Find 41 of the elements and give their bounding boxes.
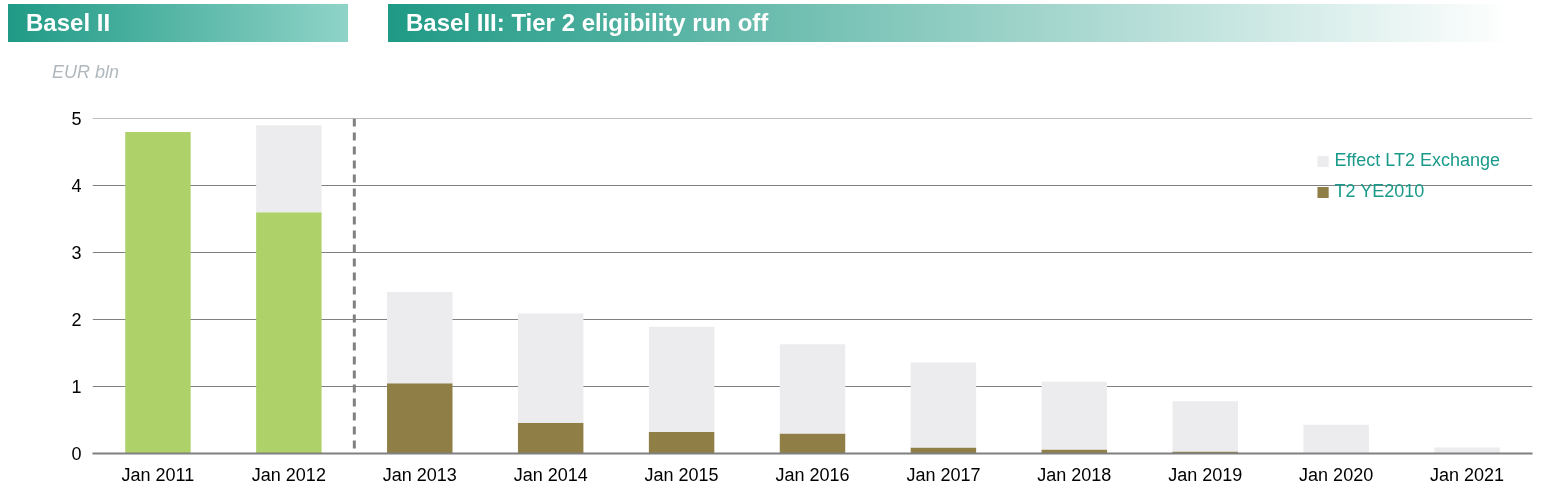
x-tick-label: Jan 2019 [1168,464,1243,485]
bar [387,383,453,454]
y-tick-label: 4 [71,176,82,196]
y-tick-label: 5 [71,109,82,129]
y-tick-label: 0 [71,444,82,464]
bar [648,432,715,454]
x-tick-label: Jan 2012 [251,464,326,485]
bar [648,326,715,433]
bar [517,313,584,423]
x-tick-label: Jan 2018 [1037,464,1112,485]
bar [910,447,977,454]
y-tick-label: 2 [71,310,82,330]
bar [1434,447,1500,454]
x-tick-label: Jan 2013 [382,464,457,485]
bar [779,433,846,454]
bar [387,292,453,384]
bar [125,131,191,454]
y-axis-title: EUR bln [52,61,120,84]
x-tick-label: Jan 2011 [121,464,195,485]
bar [1172,451,1238,454]
x-tick-label: Jan 2020 [1299,464,1374,485]
x-tick-label: Jan 2017 [906,464,981,485]
bar [779,344,846,434]
bar [517,422,584,454]
chart-subtitle: Basel III: Tier 2 eligibility run off [388,4,1510,42]
x-tick-label: Jan 2014 [513,464,588,485]
bar [256,212,322,454]
chart-title: Basel II [8,4,348,42]
bar [256,125,322,213]
x-tick-label: Jan 2016 [775,464,850,485]
y-tick-label: 3 [71,243,82,263]
legend-label: Effect LT2 Exchange [1334,150,1500,171]
x-tick-label: Jan 2015 [644,464,719,485]
bar [1172,401,1238,452]
bar [1041,449,1108,454]
bar [1041,381,1108,450]
bar [910,362,977,448]
legend-label: T2 YE2010 [1334,181,1425,202]
bar [1303,424,1369,454]
y-tick-label: 1 [71,377,82,397]
x-tick-label: Jan 2021 [1430,464,1505,485]
